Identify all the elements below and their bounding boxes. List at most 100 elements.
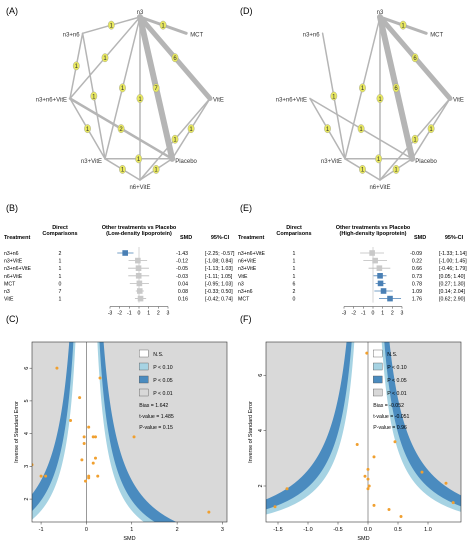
edge-count-badge bbox=[324, 124, 331, 134]
edge-count-label: 1 bbox=[413, 138, 417, 144]
funnel-x-tick-label: -1.0 bbox=[303, 527, 312, 533]
funnel-study-point bbox=[91, 435, 95, 439]
node-label: n3+n6+VitE bbox=[36, 98, 67, 104]
funnel-y-tick-label: 2 bbox=[258, 484, 264, 487]
forest-point-estimate bbox=[369, 250, 375, 256]
edge-count-label: 1 bbox=[326, 127, 330, 133]
edge-count-badge bbox=[330, 91, 338, 101]
edge-count-label: 1 bbox=[377, 157, 381, 163]
forest-x-tick-label: 3 bbox=[167, 311, 170, 317]
edge-count-badge bbox=[376, 94, 384, 103]
funnel-x-tick-label: 2 bbox=[176, 527, 179, 533]
forest-treatment-label: n3+VitE bbox=[4, 259, 23, 265]
edge-count-badge bbox=[187, 124, 195, 134]
forest-point-estimate bbox=[135, 273, 142, 279]
funnel-x-axis-label: SMD bbox=[123, 536, 135, 542]
forest-smd-value: 0.78 bbox=[412, 281, 422, 287]
forest-smd-value: 0.73 bbox=[412, 274, 422, 280]
edge-count-badge bbox=[411, 53, 419, 63]
edge-count-badge bbox=[136, 94, 144, 103]
edge-count-label: 1 bbox=[137, 157, 141, 163]
forest-point-estimate bbox=[377, 280, 384, 287]
forest-direct-count: 1 bbox=[59, 266, 62, 272]
edge-count-badge bbox=[357, 124, 365, 134]
edge-count-badge bbox=[392, 83, 400, 93]
forest-treatment-label: n3+n6+VitE bbox=[4, 266, 32, 272]
funnel-plot-area bbox=[32, 342, 227, 522]
col-header-treatment: Treatment bbox=[238, 235, 264, 241]
forest-treatment-label: MCT bbox=[4, 281, 16, 287]
funnel-contour-region bbox=[266, 342, 461, 522]
col-header-comparison: Other treatments vs Placebo bbox=[336, 225, 411, 231]
forest-x-tick-label: -2 bbox=[351, 311, 356, 317]
forest-direct-count: 7 bbox=[59, 289, 62, 295]
funnel-study-point bbox=[87, 474, 91, 478]
legend-label: P < 0.01 bbox=[153, 391, 172, 397]
funnel-stat-text: Bias = 1.642 bbox=[139, 403, 168, 409]
node-label: n3 bbox=[137, 10, 144, 16]
forest-smd-value: 0.16 bbox=[178, 297, 188, 303]
node-label: MCT bbox=[430, 32, 443, 38]
forest-smd-value: 1.09 bbox=[412, 289, 422, 295]
edge-count-label: 6 bbox=[413, 56, 417, 62]
edge-count-label: 1 bbox=[429, 127, 433, 133]
forest-ci-value: [-0.95; 1.03] bbox=[205, 281, 233, 287]
funnel-study-point bbox=[91, 461, 95, 465]
edge-count-label: 1 bbox=[332, 94, 336, 100]
funnel-study-point bbox=[444, 481, 448, 485]
forest-direct-count: 6 bbox=[293, 281, 296, 287]
edge-count-label: 1 bbox=[103, 56, 107, 62]
funnel-plot-f: (F) N.S. P < 0.10 P < 0.05 P < 0.01 Bias = -… bbox=[240, 314, 462, 542]
funnel-y-tick-label: 4 bbox=[24, 432, 30, 435]
funnel-x-tick-label: -0.5 bbox=[333, 527, 342, 533]
funnel-frame bbox=[31, 341, 228, 523]
forest-direct-count: 0 bbox=[293, 297, 296, 303]
funnel-study-point bbox=[372, 503, 376, 507]
funnel-study-point bbox=[363, 474, 367, 478]
funnel-study-point bbox=[55, 366, 59, 370]
node-label: n3+VitE bbox=[81, 159, 102, 165]
forest-point-estimate bbox=[376, 265, 383, 271]
panel-label-e: (E) bbox=[240, 203, 252, 213]
forest-smd-value: -1.43 bbox=[176, 251, 188, 257]
node-label: n3+VitE bbox=[321, 159, 342, 165]
node-label: MCT bbox=[190, 32, 203, 38]
forest-x-tick-label: 3 bbox=[401, 311, 404, 317]
forest-direct-count: 2 bbox=[59, 251, 62, 257]
forest-treatment-label: n3+n6 bbox=[4, 251, 19, 257]
edge-count-badge bbox=[152, 83, 160, 93]
edge-count-label: 1 bbox=[189, 127, 193, 133]
forest-direct-count: 1 bbox=[293, 274, 296, 280]
funnel-study-point bbox=[207, 510, 211, 514]
funnel-x-tick-label: 1 bbox=[130, 527, 133, 533]
forest-point-estimate bbox=[137, 295, 144, 302]
edge-count-label: 1 bbox=[110, 23, 114, 29]
forest-ci-value: [-2.25; -0.57] bbox=[205, 251, 235, 257]
col-header-direct: Comparisons bbox=[276, 231, 311, 237]
panel-label-d: (D) bbox=[240, 6, 253, 16]
forest-ci-value: [-1.00; 1.45] bbox=[439, 259, 467, 265]
forest-ci-value: [0.27; 1.30] bbox=[439, 281, 466, 287]
panel-label-c: (C) bbox=[6, 314, 19, 324]
forest-smd-value: 0.08 bbox=[178, 289, 188, 295]
forest-treatment-label: MCT bbox=[238, 297, 250, 303]
node-label: n3+n6 bbox=[63, 32, 81, 38]
funnel-study-point bbox=[365, 351, 369, 355]
forest-smd-value: 0.22 bbox=[412, 259, 422, 265]
forest-x-tick-label: 0 bbox=[372, 311, 375, 317]
funnel-legend: N.S. P < 0.10 P < 0.05 P < 0.01 bbox=[373, 349, 407, 397]
funnel-y-tick-label: 3 bbox=[24, 465, 30, 468]
edge-count-badge bbox=[359, 83, 366, 93]
funnel-y-tick-label: 4 bbox=[258, 429, 264, 432]
forest-direct-count: 0 bbox=[59, 281, 62, 287]
forest-point-estimate bbox=[135, 257, 141, 264]
forest-point-estimate bbox=[377, 273, 383, 279]
forest-smd-value: 0.66 bbox=[412, 266, 422, 272]
funnel-study-point bbox=[82, 435, 86, 439]
edge-count-label: 1 bbox=[92, 94, 96, 100]
funnel-study-point bbox=[78, 396, 82, 400]
forest-ci-value: [-1.08; 0.84] bbox=[205, 259, 233, 265]
edge-count-label: 1 bbox=[86, 127, 90, 133]
col-header-direct: Direct bbox=[52, 225, 68, 231]
